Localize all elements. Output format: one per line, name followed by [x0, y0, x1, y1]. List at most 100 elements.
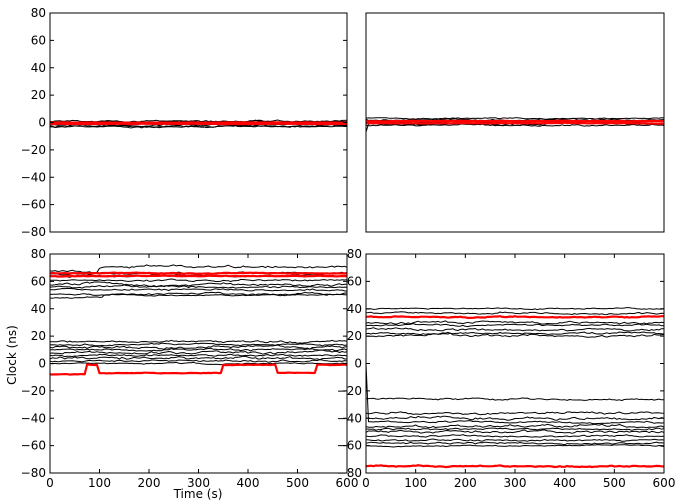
x-tick-label: 200	[138, 476, 161, 490]
series-line-5	[50, 125, 347, 129]
x-tick-label: 500	[286, 476, 309, 490]
series-line-12	[50, 347, 347, 352]
x-tick-label: 300	[504, 476, 527, 490]
series-line-17	[366, 444, 664, 448]
series-line-6	[50, 287, 347, 292]
series-line-16	[50, 359, 347, 363]
series-line-3	[50, 119, 347, 123]
x-tick-label: 0	[362, 476, 370, 490]
series-line-3	[366, 323, 664, 328]
series-line-3	[366, 123, 664, 127]
highlight-series-line-7	[366, 121, 664, 125]
y-tick-label: −60	[337, 439, 362, 453]
series-line-2	[366, 320, 664, 325]
x-tick-label: 400	[237, 476, 260, 490]
y-tick-label: 40	[31, 61, 46, 75]
highlight-series-line-18	[366, 315, 664, 320]
panel-top-right	[365, 12, 665, 233]
x-tick-label: 300	[187, 476, 210, 490]
y-tick-label: 60	[347, 274, 362, 288]
y-tick-label: −80	[337, 466, 362, 480]
y-tick-label: 60	[31, 33, 46, 47]
series-group	[50, 264, 347, 376]
x-tick-label: 400	[553, 476, 576, 490]
panels-group: 806040200−20−40−60−80806040200−20−40−60−…	[21, 6, 676, 490]
series-line-9	[50, 339, 347, 344]
highlight-series-line-18	[50, 271, 347, 275]
series-line-3	[50, 278, 347, 282]
y-tick-label: 80	[347, 247, 362, 261]
series-group	[366, 307, 664, 469]
x-tick-label: 0	[46, 476, 54, 490]
series-line-0	[50, 264, 347, 274]
y-tick-label: −20	[21, 143, 46, 157]
y-tick-label: −20	[337, 384, 362, 398]
series-line-17	[50, 361, 347, 366]
y-tick-label: 60	[31, 274, 46, 288]
series-line-11	[50, 344, 347, 350]
series-line-13	[50, 349, 347, 355]
highlight-series-line-6	[366, 119, 664, 123]
series-line-8	[50, 293, 347, 299]
series-line-4	[366, 327, 664, 332]
series-line-7	[50, 291, 347, 296]
series-line-5	[50, 284, 347, 289]
y-tick-label: −80	[21, 225, 46, 239]
y-tick-label: −40	[21, 411, 46, 425]
series-line-12	[366, 427, 664, 431]
y-tick-label: 0	[38, 357, 46, 371]
series-line-9	[366, 415, 664, 421]
series-line-6	[366, 332, 664, 338]
series-line-15	[50, 355, 347, 361]
plot-frame	[365, 12, 665, 233]
y-tick-label: 80	[31, 247, 46, 261]
series-line-10	[50, 342, 347, 347]
highlight-series-line-20	[50, 363, 347, 376]
y-tick-label: −40	[21, 170, 46, 184]
series-line-1	[366, 311, 664, 316]
highlight-series-line-19	[366, 464, 664, 469]
series-line-5	[366, 331, 664, 336]
series-line-11	[366, 423, 664, 429]
highlight-series-line-7	[50, 121, 347, 124]
series-line-10	[366, 363, 664, 425]
x-tick-label: 100	[88, 476, 111, 490]
x-tick-label: 600	[336, 476, 359, 490]
series-line-0	[366, 307, 664, 311]
y-tick-label: −20	[21, 384, 46, 398]
y-axis-title: Clock (ns)	[5, 325, 19, 385]
series-group	[50, 119, 347, 129]
x-tick-label: 100	[404, 476, 427, 490]
y-tick-label: −60	[21, 198, 46, 212]
x-tick-label: 600	[653, 476, 676, 490]
y-tick-label: 0	[38, 116, 46, 130]
x-tick-label: 200	[454, 476, 477, 490]
series-line-5	[366, 117, 664, 120]
series-line-16	[366, 441, 664, 446]
y-tick-label: 0	[354, 357, 362, 371]
y-tick-label: 40	[31, 302, 46, 316]
highlight-series-line-19	[50, 274, 347, 278]
series-line-4	[50, 281, 347, 288]
series-group	[366, 117, 664, 133]
y-tick-label: 20	[347, 329, 362, 343]
y-tick-label: 20	[31, 88, 46, 102]
x-axis-title: Time (s)	[173, 487, 223, 501]
series-line-13	[366, 429, 664, 434]
series-line-8	[366, 411, 664, 416]
y-tick-label: 40	[347, 302, 362, 316]
y-tick-label: −60	[21, 439, 46, 453]
series-line-15	[366, 438, 664, 442]
x-tick-label: 500	[603, 476, 626, 490]
series-line-7	[366, 397, 664, 401]
highlight-series-line-8	[50, 122, 347, 126]
series-line-14	[50, 353, 347, 358]
series-line-14	[366, 434, 664, 438]
y-tick-label: −80	[21, 466, 46, 480]
y-tick-label: 80	[31, 6, 46, 20]
panel-top-left: 80 60 40 20 0 −20 −40 −60 −80	[21, 6, 348, 239]
y-tick-label: −40	[337, 411, 362, 425]
